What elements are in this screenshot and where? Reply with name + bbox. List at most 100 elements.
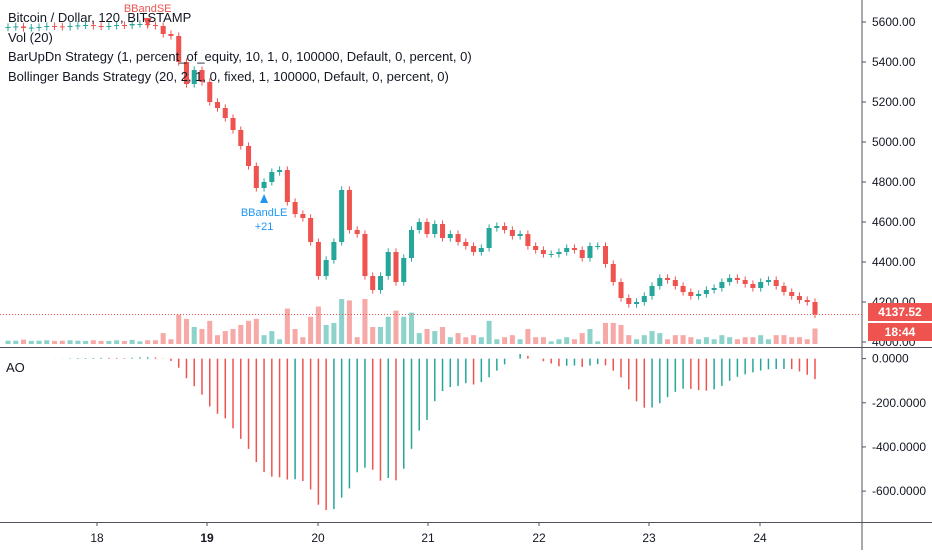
volume-bar	[261, 335, 267, 344]
volume-bar	[812, 328, 818, 344]
volume-bar	[533, 337, 539, 344]
volume-bar	[703, 337, 709, 344]
volume-bar	[199, 329, 205, 344]
legend-strategy-barupdn[interactable]: BarUpDn Strategy (1, percent_of_equity, …	[8, 49, 472, 64]
volume-bar	[106, 340, 112, 344]
candle-body	[253, 166, 259, 188]
volume-bar	[494, 339, 500, 344]
candle-body	[277, 170, 283, 172]
candle-body	[331, 242, 337, 260]
volume-bar	[742, 337, 748, 344]
volume-bar	[59, 340, 65, 344]
countdown-tag: 18:44	[868, 323, 932, 341]
volume-bar	[564, 337, 570, 344]
price-tick-label: 4400.00	[872, 255, 916, 269]
candle-body	[44, 26, 50, 27]
volume-bar	[36, 340, 42, 344]
candle-body	[59, 26, 65, 28]
ao-tick-label: -600.0000	[872, 484, 926, 498]
ao-indicator-label[interactable]: AO	[6, 360, 25, 375]
volume-bar	[804, 339, 810, 344]
candle-body	[5, 27, 11, 28]
candle-body	[571, 248, 577, 250]
volume-bar	[28, 340, 34, 344]
candle-body	[540, 250, 546, 254]
volume-bar	[52, 340, 58, 344]
candle-body	[385, 252, 391, 276]
volume-bar	[618, 324, 624, 344]
candle-body	[292, 202, 298, 214]
candle-body	[176, 36, 182, 62]
volume-bar	[789, 337, 795, 344]
volume-bar	[331, 322, 337, 344]
volume-bar	[292, 329, 298, 344]
candle-body	[432, 224, 438, 234]
ao-tick-label: -400.0000	[872, 440, 926, 454]
candle-body	[83, 25, 89, 26]
candle-body	[52, 26, 58, 27]
time-tick-label: 20	[311, 531, 325, 545]
volume-bar	[214, 335, 221, 344]
volume-bar	[137, 341, 143, 344]
candle-body	[533, 246, 539, 250]
candle-body	[377, 276, 383, 290]
candle-body	[408, 230, 415, 258]
volume-bar	[486, 320, 492, 344]
candle-body	[719, 282, 725, 288]
volume-bar	[672, 335, 678, 344]
volume-bar	[152, 340, 158, 344]
volume-bar	[416, 333, 422, 344]
price-tick-label: 5400.00	[872, 55, 916, 69]
candle-body	[67, 26, 73, 27]
legend-strategy-bollinger[interactable]: Bollinger Bands Strategy (20, 2, 1, 0, f…	[8, 68, 449, 84]
time-tick-label: 19	[200, 531, 214, 545]
candle-body	[696, 294, 702, 296]
chart-title[interactable]: Bitcoin / Dollar, 120, BITSTAMP	[8, 10, 192, 25]
volume-bar	[478, 337, 484, 344]
volume-bar	[246, 320, 252, 344]
volume-bar	[765, 339, 771, 344]
volume-bar	[556, 339, 562, 344]
legend-volume[interactable]: Vol (20)	[8, 29, 53, 45]
candle-body	[517, 234, 523, 236]
chart-legend: Bitcoin / Dollar, 120, BITSTAMP Vol (20)…	[8, 8, 472, 86]
candle-body	[261, 182, 267, 188]
candle-body	[463, 242, 469, 246]
volume-bar	[230, 329, 236, 344]
time-tick-label: 18	[90, 531, 104, 545]
signal-long-qty: +21	[255, 221, 274, 233]
volume-bar	[168, 339, 174, 344]
candle-body	[121, 25, 127, 26]
candle-body	[478, 248, 484, 252]
volume-bar	[773, 335, 779, 344]
volume-bar	[83, 340, 89, 344]
candle-body	[28, 27, 34, 29]
volume-bar	[207, 320, 213, 344]
candle-body	[36, 27, 42, 28]
candle-body	[773, 280, 779, 286]
volume-bar	[595, 341, 601, 344]
volume-bar	[680, 335, 686, 344]
candle-body	[230, 118, 236, 130]
candle-body	[765, 280, 771, 282]
candle-body	[424, 222, 430, 234]
volume-bar	[121, 340, 127, 344]
candle-body	[269, 172, 275, 182]
volume-bar	[540, 337, 546, 344]
candle-body	[393, 252, 399, 282]
volume-bar	[114, 340, 120, 344]
candle-body	[20, 26, 27, 28]
volume-bar	[401, 316, 407, 344]
candle-body	[308, 218, 314, 242]
volume-bar	[711, 339, 717, 344]
volume-bar	[160, 333, 166, 344]
ao-tick-label: -200.0000	[872, 396, 926, 410]
volume-bar	[626, 335, 632, 344]
candle-body	[222, 108, 228, 118]
volume-bar	[602, 322, 609, 344]
volume-bar	[354, 337, 360, 344]
candle-body	[672, 280, 678, 286]
volume-bar	[696, 339, 702, 344]
